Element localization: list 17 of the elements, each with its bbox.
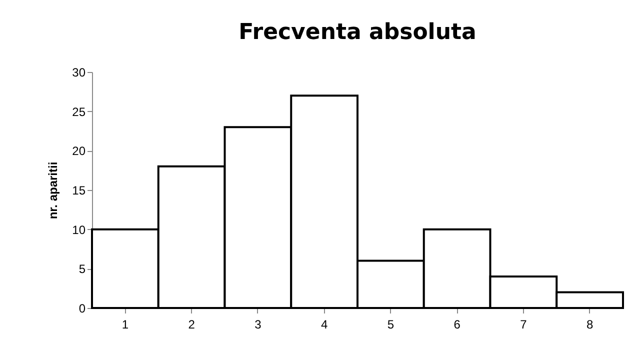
y-tick-label: 5 bbox=[78, 262, 86, 276]
chart-title: Frecventa absoluta bbox=[238, 20, 476, 45]
y-axis-title: nr. aparitii bbox=[46, 162, 60, 220]
x-tick-label: 4 bbox=[320, 318, 328, 332]
x-tick-label: 8 bbox=[586, 318, 594, 332]
y-tick-label: 0 bbox=[78, 302, 86, 316]
y-tick-label: 30 bbox=[72, 66, 86, 80]
y-tick-label: 20 bbox=[72, 144, 86, 158]
x-tick-label: 6 bbox=[454, 318, 461, 332]
y-tick-label: 15 bbox=[72, 184, 86, 198]
x-tick-label: 3 bbox=[254, 318, 262, 332]
y-tick-label: 25 bbox=[72, 104, 86, 119]
x-tick-label: 5 bbox=[387, 318, 394, 332]
x-tick-label: 7 bbox=[520, 318, 528, 332]
x-tick-label: 2 bbox=[188, 318, 196, 332]
y-tick-label: 10 bbox=[72, 222, 86, 237]
x-tick-label: 1 bbox=[122, 318, 129, 332]
